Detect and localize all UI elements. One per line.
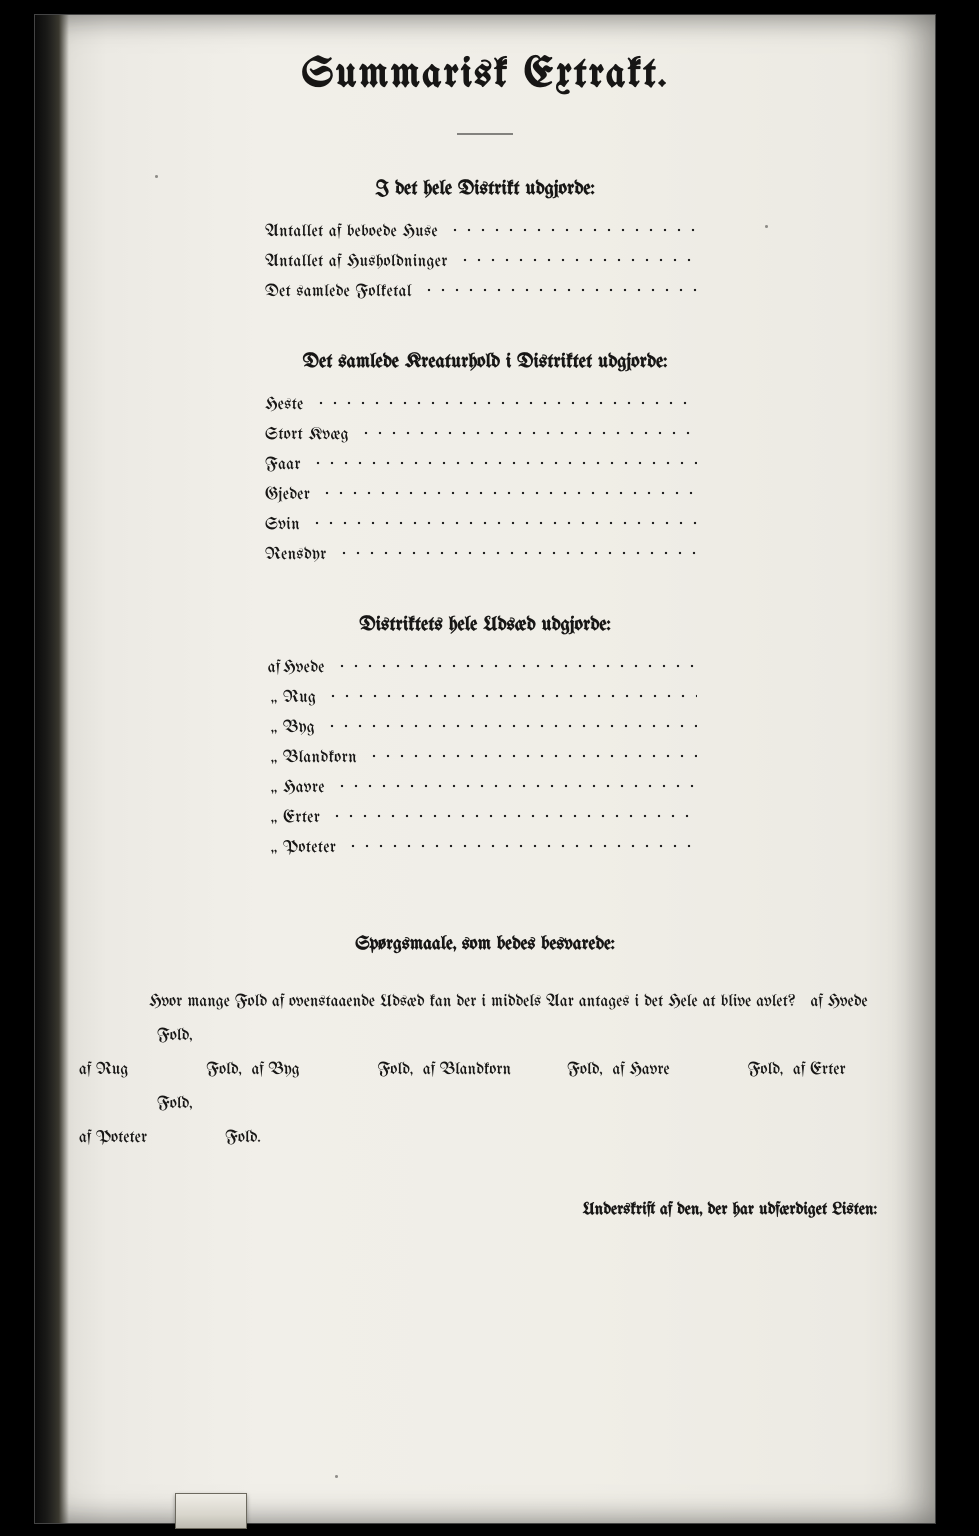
q-pair-unit: Fold, bbox=[378, 1062, 413, 1079]
section3-row: „ Byg bbox=[265, 714, 705, 744]
section1-row: Det samlede Folketal bbox=[265, 278, 705, 308]
dot-leader bbox=[346, 835, 697, 852]
q-pair-of: af Erter bbox=[793, 1062, 846, 1079]
section2-block: Heste Stort Kvæg Faar Gjeder Svin bbox=[265, 391, 705, 571]
row-label: Poteter bbox=[283, 834, 336, 864]
row-label: Gjeder bbox=[265, 481, 310, 511]
section2-row: Svin bbox=[265, 511, 705, 541]
section3-row: af Hvede bbox=[265, 654, 705, 684]
row-prefix: af bbox=[265, 654, 283, 684]
q-pair-unit: Fold, bbox=[206, 1062, 241, 1079]
section2-row: Faar bbox=[265, 451, 705, 481]
section3-row: „ Rug bbox=[265, 684, 705, 714]
paper-speck bbox=[765, 225, 768, 228]
page-title: Summarisk Extrakt. bbox=[35, 15, 935, 97]
row-label: Erter bbox=[283, 804, 320, 834]
row-label: Havre bbox=[283, 774, 325, 804]
dot-leader bbox=[448, 219, 697, 236]
dot-leader bbox=[367, 745, 697, 762]
q-pair-of: af Hvede bbox=[811, 994, 868, 1011]
q-pair-of: af Rug bbox=[79, 1062, 128, 1079]
section1-row: Antallet af Husholdninger bbox=[265, 248, 705, 278]
q-pair-unit: Fold, bbox=[748, 1062, 783, 1079]
section2-heading: Det samlede Kreaturhold i Distriktet udg… bbox=[35, 352, 935, 373]
row-label: Stort Kvæg bbox=[265, 421, 349, 451]
q-pair-unit: Fold, bbox=[157, 1096, 192, 1113]
row-label: Heste bbox=[265, 391, 304, 421]
row-prefix: „ bbox=[265, 804, 283, 834]
q-pair-of: af Poteter bbox=[79, 1130, 147, 1147]
dot-leader bbox=[325, 715, 697, 732]
section3-heading: Distriktets hele Udsæd udgjorde: bbox=[35, 615, 935, 636]
row-label: Hvede bbox=[283, 654, 325, 684]
row-prefix: „ bbox=[265, 714, 283, 744]
row-label: Det samlede Folketal bbox=[265, 278, 412, 308]
dot-leader bbox=[422, 279, 697, 296]
dot-leader bbox=[320, 482, 697, 499]
row-label: Antallet af beboede Huse bbox=[265, 218, 438, 248]
row-label: Faar bbox=[265, 451, 301, 481]
section2-row: Heste bbox=[265, 391, 705, 421]
dot-leader bbox=[330, 805, 697, 822]
section3-row: „ Havre bbox=[265, 774, 705, 804]
paper-speck bbox=[335, 1475, 338, 1478]
paper-speck bbox=[155, 175, 158, 178]
signature-line: Underskrift af den, der har udfærdiget L… bbox=[35, 1202, 877, 1219]
section2-row: Stort Kvæg bbox=[265, 421, 705, 451]
q-pair-of: af Blandkorn bbox=[423, 1062, 511, 1079]
section3-row: „ Blandkorn bbox=[265, 744, 705, 774]
questions-body: Hvor mange Fold af ovenstaaende Udsæd ka… bbox=[79, 986, 891, 1156]
section1-block: Antallet af beboede Huse Antallet af Hus… bbox=[265, 218, 705, 308]
dot-leader bbox=[310, 512, 697, 529]
q-pair-of: af Havre bbox=[612, 1062, 669, 1079]
dot-leader bbox=[337, 542, 697, 559]
questions-heading: Spørgsmaale, som bedes besvarede: bbox=[35, 934, 935, 954]
questions-lead: Hvor mange Fold af ovenstaaende Udsæd ka… bbox=[149, 994, 796, 1011]
dot-leader bbox=[335, 775, 697, 792]
row-label: Rensdyr bbox=[265, 541, 327, 571]
dot-leader bbox=[326, 685, 697, 702]
dot-leader bbox=[335, 655, 697, 672]
row-prefix: „ bbox=[265, 744, 283, 774]
questions-section: Spørgsmaale, som bedes besvarede: Hvor m… bbox=[35, 934, 935, 1156]
section3-row: „ Poteter bbox=[265, 834, 705, 864]
row-prefix: „ bbox=[265, 684, 283, 714]
q-pair-unit: Fold, bbox=[567, 1062, 602, 1079]
dot-leader bbox=[311, 452, 697, 469]
dot-leader bbox=[359, 422, 697, 439]
row-label: Rug bbox=[283, 684, 316, 714]
row-prefix: „ bbox=[265, 774, 283, 804]
row-label: Blandkorn bbox=[283, 744, 357, 774]
row-label: Antallet af Husholdninger bbox=[265, 248, 448, 278]
section3-block: af Hvede „ Rug „ Byg „ Blandkorn bbox=[265, 654, 705, 864]
dot-leader bbox=[314, 392, 697, 409]
section3-row: „ Erter bbox=[265, 804, 705, 834]
title-rule bbox=[457, 133, 513, 135]
row-label: Byg bbox=[283, 714, 315, 744]
row-prefix: „ bbox=[265, 834, 283, 864]
q-pair-unit: Fold, bbox=[157, 1028, 192, 1045]
section2-row: Gjeder bbox=[265, 481, 705, 511]
section1-row: Antallet af beboede Huse bbox=[265, 218, 705, 248]
section1-heading: I det hele Distrikt udgjorde: bbox=[35, 179, 935, 200]
scanned-page: Summarisk Extrakt. I det hele Distrikt u… bbox=[34, 14, 936, 1524]
row-label: Svin bbox=[265, 511, 300, 541]
q-pair-of: af Byg bbox=[252, 1062, 300, 1079]
dot-leader bbox=[458, 249, 697, 266]
page-content: Summarisk Extrakt. I det hele Distrikt u… bbox=[35, 15, 935, 1523]
section2-row: Rensdyr bbox=[265, 541, 705, 571]
page-tab-artifact bbox=[175, 1493, 247, 1529]
q-pair-unit: Fold. bbox=[225, 1130, 261, 1147]
